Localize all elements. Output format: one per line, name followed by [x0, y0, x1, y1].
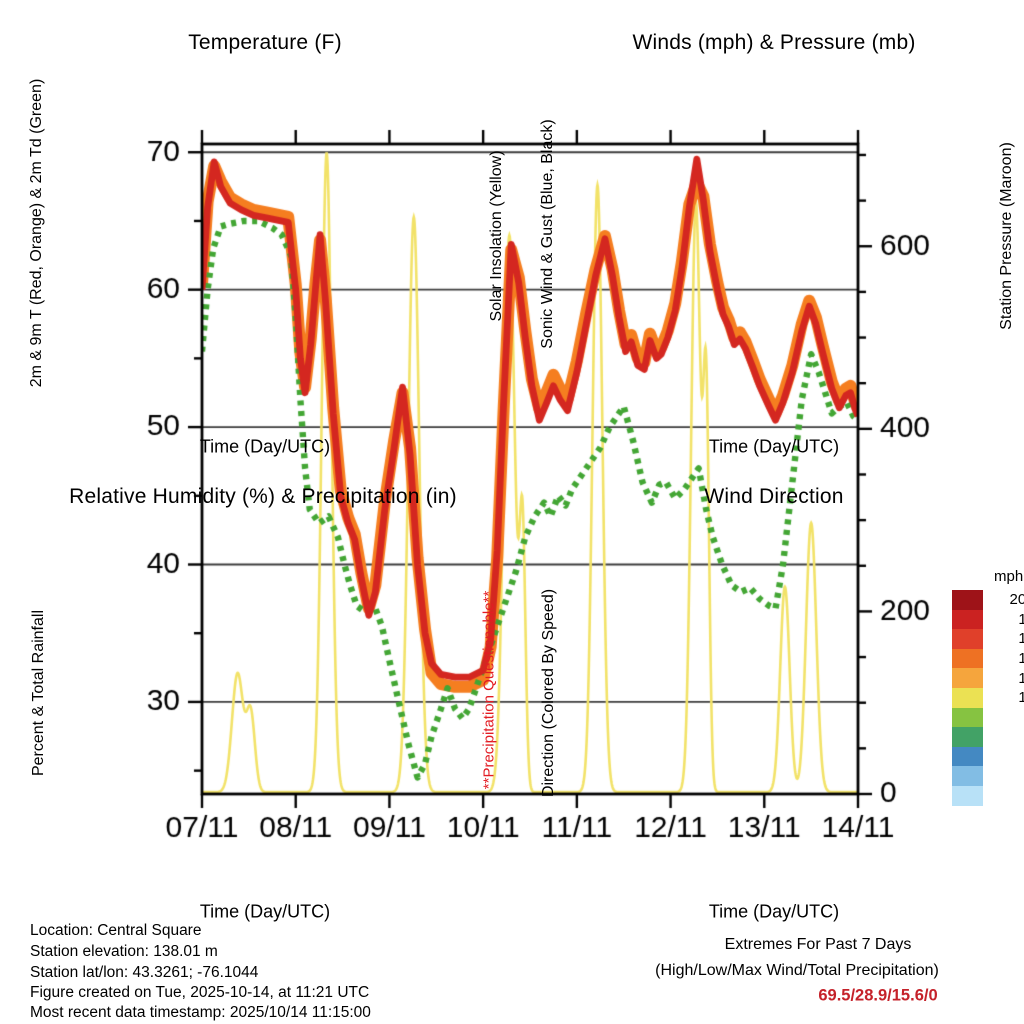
legend-entry: 12 [952, 668, 1024, 688]
wind-left-axis-label: Sonic Wind & Gust (Blue, Black) [539, 119, 556, 349]
legend-swatch [952, 766, 983, 786]
legend-entry: 14 [952, 648, 1024, 669]
legend-entry: 16 [952, 629, 1024, 649]
pressure-right-axis-label: Station Pressure (Maroon) [998, 142, 1015, 330]
legend-entry: 10 [952, 687, 1024, 708]
legend-entry: 0 [952, 785, 1024, 806]
winds-chart-title: Winds (mph) & Pressure (mb) [632, 31, 916, 54]
footer-latlon: Station lat/lon: 43.3261; -76.1044 [30, 964, 259, 981]
legend-label: 2 [983, 768, 1024, 785]
extremes-heading: Extremes For Past 7 Days [724, 936, 912, 953]
legend-swatch [952, 590, 983, 610]
humidity-left-axis-label: Percent & Total Rainfall [30, 609, 47, 777]
legend-swatch [952, 707, 983, 728]
wind-direction-chart-title: Wind Direction [704, 485, 844, 508]
legend-swatch [952, 727, 983, 747]
legend-entry: 6 [952, 727, 1024, 747]
legend-swatch [952, 668, 983, 688]
legend-label: 4 [983, 748, 1024, 765]
legend-label: 12 [1018, 669, 1024, 687]
legend-swatch [952, 687, 983, 708]
direction-left-axis-label: Direction (Colored By Speed) [540, 588, 557, 798]
legend-label: 6 [983, 728, 1024, 745]
temperature-left-axis-label: 2m & 9m T (Red, Orange) & 2m Td (Green) [28, 78, 45, 388]
footer-location: Location: Central Square [30, 922, 202, 939]
temperature-chart-title: Temperature (F) [188, 31, 342, 54]
footer-created: Figure created on Tue, 2025-10-14, at 11… [30, 984, 370, 1001]
legend-swatch [952, 746, 983, 767]
legend-entry: 8 [952, 707, 1024, 728]
footer-elevation: Station elevation: 138.01 m [30, 943, 218, 960]
legend-swatch [952, 609, 983, 630]
legend-rows: 20+18 16 1412 10 8 6 4 2 0 [952, 590, 1024, 806]
legend-label: 18 [1018, 610, 1024, 628]
legend-entry: 18 [952, 609, 1024, 630]
legend-label: 0 [983, 787, 1024, 804]
legend-label: 20+ [1009, 591, 1024, 609]
legend-label: 14 [1018, 650, 1024, 668]
legend-entry: 4 [952, 746, 1024, 767]
humidity-chart-title: Relative Humidity (%) & Precipitation (i… [69, 485, 457, 508]
legend-swatch [952, 785, 983, 806]
legend-entry: 2 [952, 766, 1024, 786]
legend-label: 10 [1018, 689, 1024, 707]
extremes-values: 69.5/28.9/15.6/0 [818, 986, 938, 1005]
wind-direction-x-axis-label: Time (Day/UTC) [708, 901, 840, 922]
legend-swatch [952, 629, 983, 649]
legend-swatch [952, 648, 983, 669]
humidity-x-axis-label: Time (Day/UTC) [199, 901, 331, 922]
solar-right-axis-label: Solar Insolation (Yellow) [488, 150, 505, 322]
legend-label: 16 [1018, 630, 1024, 648]
legend-entry: 20+ [952, 590, 1024, 610]
extremes-subheading: (High/Low/Max Wind/Total Precipitation) [655, 962, 939, 979]
winds-x-axis-label: Time (Day/UTC) [708, 436, 840, 457]
legend-label: 8 [983, 709, 1024, 726]
temperature-x-axis-label: Time (Day/UTC) [199, 436, 331, 457]
precipitation-questionable-label: **Precipitation Questionable** [480, 590, 498, 790]
legend-title: mph [994, 568, 1024, 585]
footer-timestamp: Most recent data timestamp: 2025/10/14 1… [30, 1004, 371, 1021]
